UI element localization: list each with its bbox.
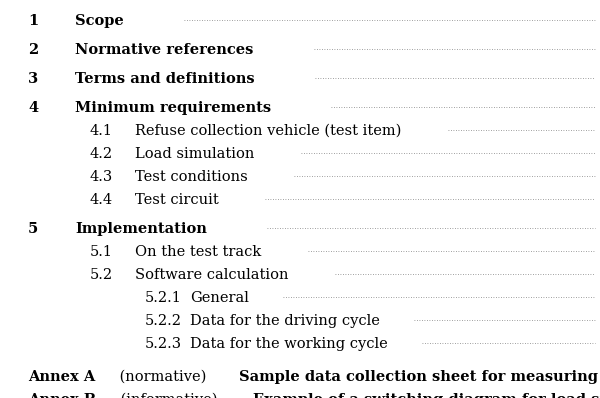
Text: Implementation: Implementation: [75, 222, 207, 236]
Text: 4.2: 4.2: [90, 147, 113, 161]
Text: 5.1: 5.1: [90, 245, 113, 259]
Text: 5.2.1: 5.2.1: [145, 291, 182, 305]
Text: 5.2.2: 5.2.2: [145, 314, 182, 328]
Text: 1: 1: [28, 14, 38, 28]
Text: General: General: [190, 291, 249, 305]
Text: Annex B: Annex B: [28, 393, 96, 398]
Text: Load simulation: Load simulation: [135, 147, 254, 161]
Text: (informative): (informative): [116, 393, 222, 398]
Text: Refuse collection vehicle (test item): Refuse collection vehicle (test item): [135, 124, 401, 138]
Text: 4.3: 4.3: [90, 170, 113, 184]
Text: Data for the working cycle: Data for the working cycle: [190, 337, 388, 351]
Text: 4.4: 4.4: [90, 193, 113, 207]
Text: Minimum requirements: Minimum requirements: [75, 101, 271, 115]
Text: 5.2.3: 5.2.3: [145, 337, 182, 351]
Text: 4.1: 4.1: [90, 124, 113, 138]
Text: Annex A: Annex A: [28, 370, 95, 384]
Text: Test conditions: Test conditions: [135, 170, 248, 184]
Text: Sample data collection sheet for measuring e: Sample data collection sheet for measuri…: [239, 370, 600, 384]
Text: Software calculation: Software calculation: [135, 268, 289, 282]
Text: 4: 4: [28, 101, 38, 115]
Text: Example of a switching diagram for load sim: Example of a switching diagram for load …: [253, 393, 600, 398]
Text: 5.2: 5.2: [90, 268, 113, 282]
Text: Scope: Scope: [75, 14, 124, 28]
Text: (normative): (normative): [115, 370, 211, 384]
Text: Data for the driving cycle: Data for the driving cycle: [190, 314, 380, 328]
Text: On the test track: On the test track: [135, 245, 261, 259]
Text: 2: 2: [28, 43, 38, 57]
Text: Test circuit: Test circuit: [135, 193, 219, 207]
Text: Normative references: Normative references: [75, 43, 253, 57]
Text: Terms and definitions: Terms and definitions: [75, 72, 254, 86]
Text: 3: 3: [28, 72, 38, 86]
Text: 5: 5: [28, 222, 38, 236]
